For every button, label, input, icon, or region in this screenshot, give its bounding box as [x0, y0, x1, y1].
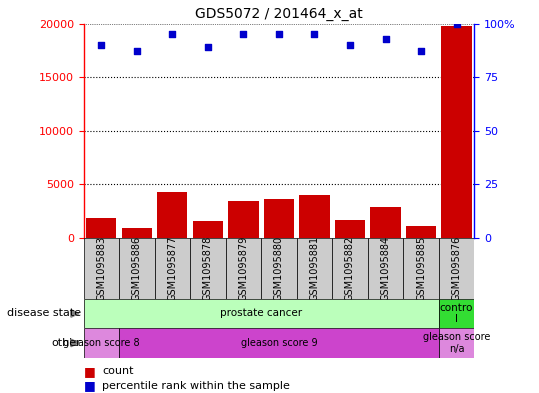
- Text: GSM1095884: GSM1095884: [381, 236, 391, 301]
- Text: ■: ■: [84, 379, 99, 393]
- Text: GSM1095879: GSM1095879: [238, 235, 248, 301]
- Point: [345, 42, 354, 48]
- Bar: [261, 238, 296, 299]
- Bar: [86, 219, 116, 238]
- Point: [275, 31, 284, 37]
- Text: gleason score 9: gleason score 9: [240, 338, 317, 348]
- Bar: [296, 238, 332, 299]
- Point: [452, 20, 461, 27]
- Text: ■: ■: [84, 365, 99, 378]
- Point: [97, 42, 106, 48]
- Bar: [193, 220, 223, 238]
- Bar: [335, 220, 365, 238]
- Bar: [439, 299, 474, 328]
- Bar: [229, 201, 259, 238]
- Bar: [157, 192, 188, 238]
- Point: [239, 31, 248, 37]
- Text: GSM1095880: GSM1095880: [274, 236, 284, 301]
- Point: [133, 48, 141, 55]
- Point: [204, 44, 212, 50]
- Bar: [119, 238, 155, 299]
- Bar: [403, 238, 439, 299]
- Bar: [122, 228, 152, 238]
- Title: GDS5072 / 201464_x_at: GDS5072 / 201464_x_at: [195, 7, 363, 21]
- Text: GSM1095886: GSM1095886: [132, 236, 142, 301]
- Text: percentile rank within the sample: percentile rank within the sample: [102, 381, 291, 391]
- Text: count: count: [102, 366, 134, 376]
- Bar: [368, 238, 403, 299]
- Text: contro
l: contro l: [440, 303, 473, 324]
- Point: [310, 31, 319, 37]
- Text: GSM1095883: GSM1095883: [96, 236, 106, 301]
- Text: GSM1095878: GSM1095878: [203, 235, 213, 301]
- Bar: [84, 238, 119, 299]
- Bar: [370, 207, 400, 238]
- Text: GSM1095885: GSM1095885: [416, 235, 426, 301]
- Text: gleason score 8: gleason score 8: [63, 338, 140, 348]
- Bar: [190, 238, 226, 299]
- Bar: [332, 238, 368, 299]
- Bar: [155, 238, 190, 299]
- Text: GSM1095881: GSM1095881: [309, 236, 320, 301]
- Bar: [439, 238, 474, 299]
- Bar: [299, 195, 329, 238]
- Text: gleason score
n/a: gleason score n/a: [423, 332, 490, 354]
- Bar: [439, 328, 474, 358]
- Bar: [119, 328, 439, 358]
- Bar: [406, 226, 436, 238]
- Point: [381, 35, 390, 42]
- Text: disease state: disease state: [6, 309, 81, 318]
- Point: [417, 48, 425, 55]
- Text: prostate cancer: prostate cancer: [220, 309, 302, 318]
- Text: GSM1095876: GSM1095876: [452, 235, 461, 301]
- Bar: [264, 199, 294, 238]
- Bar: [226, 238, 261, 299]
- Bar: [84, 328, 119, 358]
- Text: GSM1095877: GSM1095877: [167, 235, 177, 301]
- Point: [168, 31, 177, 37]
- Text: other: other: [51, 338, 81, 348]
- Text: GSM1095882: GSM1095882: [345, 235, 355, 301]
- Bar: [441, 26, 472, 238]
